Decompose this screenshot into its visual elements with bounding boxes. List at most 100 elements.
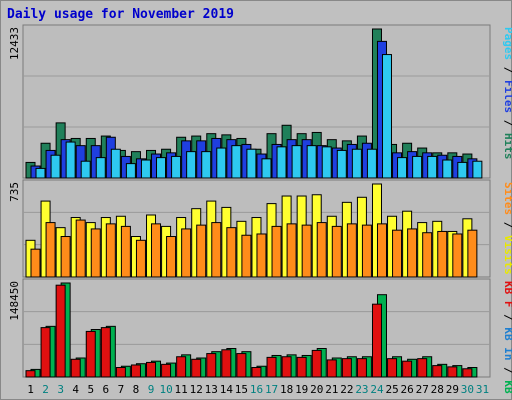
bar-top-pages-24 [381,54,392,179]
bar-bottom-kb-out-27 [417,358,428,378]
bar-bottom-kb-out-25 [387,358,398,378]
bar-middle-sites-3 [60,236,71,278]
series-label-part-top-0: Pages [502,27,512,60]
bar-bottom-kb-out-23 [356,358,367,378]
bar-middle-sites-17 [271,225,282,278]
bar-bottom-kb-out-1 [25,370,36,378]
bar-top-pages-8 [140,159,151,179]
x-tick-label-14: 14 [220,383,234,396]
bar-middle-sites-4 [75,219,86,278]
bar-middle-sites-20 [316,222,327,278]
x-tick-label-30: 30 [461,383,474,396]
bar-bottom-kb-out-20 [311,349,322,378]
bar-top-pages-25 [397,157,408,179]
bar-top-pages-26 [412,155,423,179]
bar-bottom-kb-out-12 [191,358,202,378]
bar-top-pages-12 [201,151,212,179]
x-tick-label-13: 13 [205,383,218,396]
x-tick-label-17: 17 [265,383,278,396]
bar-bottom-kb-out-11 [176,356,187,378]
series-label-part-top-3: / [502,113,512,133]
series-label-part-bottom-1: / [502,308,512,328]
x-tick-label-2: 2 [42,383,49,396]
ymax-label-bottom: 148450 [8,281,21,321]
bar-middle-sites-28 [437,230,448,278]
series-label-part-top-4: Hits [502,133,512,160]
bar-bottom-kb-out-17 [266,356,277,378]
bar-middle-sites-24 [376,223,387,278]
bar-bottom-kb-out-14 [221,349,232,378]
bar-top-pages-19 [306,145,317,179]
bar-top-pages-29 [457,161,468,179]
x-tick-label-5: 5 [87,383,94,396]
bar-bottom-kb-out-6 [100,327,111,378]
bar-middle-sites-11 [181,228,192,278]
x-tick-label-28: 28 [431,383,444,396]
bar-bottom-kb-out-5 [85,330,96,378]
series-label-part-bottom-3: / [502,361,512,381]
x-tick-label-11: 11 [175,383,188,396]
bar-top-pages-20 [321,146,332,179]
series-label-part-bottom-0: KB F [502,281,512,308]
x-tick-label-9: 9 [148,383,155,396]
x-tick-label-25: 25 [385,383,398,396]
bar-bottom-kb-out-18 [281,356,292,378]
x-tick-label-31: 31 [476,383,489,396]
bar-top-pages-10 [171,155,182,179]
bar-middle-sites-30 [467,229,478,278]
bar-top-pages-21 [336,149,347,179]
bar-middle-sites-1 [30,248,41,278]
bar-top-pages-28 [442,159,453,179]
x-tick-label-24: 24 [370,383,384,396]
series-label-middle: Sites / Visits [502,182,512,275]
bar-bottom-kb-out-7 [115,367,126,378]
x-tick-label-29: 29 [446,383,459,396]
bar-middle-sites-26 [407,228,418,278]
x-tick-label-20: 20 [310,383,323,396]
series-label-part-middle-2: Visits [502,235,512,275]
bar-middle-sites-10 [166,236,177,278]
x-tick-label-15: 15 [235,383,248,396]
bar-bottom-kb-out-13 [206,353,217,378]
bar-middle-sites-13 [211,222,222,278]
bar-top-pages-15 [246,148,257,179]
bar-bottom-kb-out-15 [236,353,247,378]
x-tick-label-26: 26 [401,383,414,396]
series-label-part-top-1: / [502,60,512,80]
bar-middle-sites-16 [256,233,267,278]
x-tick-label-19: 19 [295,383,308,396]
bar-top-pages-27 [427,155,438,179]
bar-top-pages-13 [216,147,227,179]
bar-top-pages-1 [35,167,46,179]
bar-top-pages-5 [95,157,106,179]
series-label-part-middle-0: Sites [502,182,512,215]
bar-top-pages-17 [276,146,287,179]
x-tick-label-23: 23 [355,383,368,396]
series-label-top: Pages / Files / Hits [502,27,512,160]
series-label-part-bottom-4: KB Out [502,380,512,400]
bar-middle-sites-29 [452,233,463,278]
bar-top-pages-14 [231,145,242,179]
bar-bottom-kb-out-8 [130,364,141,378]
bar-bottom-kb-out-29 [447,366,458,378]
bar-top-pages-3 [65,141,76,179]
bar-top-pages-7 [125,163,136,179]
bar-top-pages-11 [186,151,197,179]
x-tick-label-16: 16 [250,383,263,396]
bar-top-pages-4 [80,160,91,179]
series-label-part-bottom-2: KB In [502,327,512,360]
bar-bottom-kb-out-16 [251,367,262,378]
series-label-bottom: KB F / KB In / KB Out [502,281,512,400]
x-tick-label-8: 8 [133,383,140,396]
bar-middle-sites-7 [120,225,131,278]
x-tick-label-6: 6 [103,383,110,396]
x-tick-label-4: 4 [72,383,79,396]
series-label-part-top-2: Files [502,80,512,113]
bar-bottom-kb-out-9 [146,361,157,378]
bar-bottom-kb-out-28 [432,365,443,378]
bar-middle-sites-25 [392,229,403,278]
bar-middle-sites-8 [135,239,146,278]
bar-middle-sites-9 [151,223,162,278]
bar-top-pages-6 [110,148,121,179]
